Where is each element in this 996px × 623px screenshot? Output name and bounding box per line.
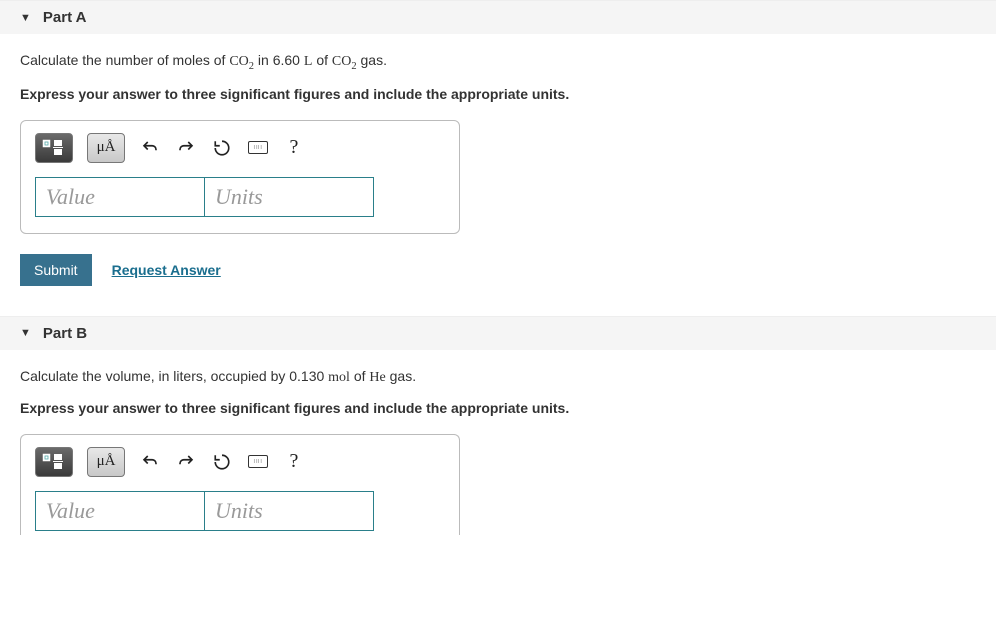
- collapse-caret-icon[interactable]: ▼: [20, 327, 31, 339]
- collapse-caret-icon[interactable]: ▼: [20, 12, 31, 24]
- request-answer-link[interactable]: Request Answer: [112, 262, 221, 278]
- question-text: Calculate the volume, in liters, occupie…: [20, 368, 976, 386]
- help-icon[interactable]: ?: [283, 451, 305, 473]
- instruction-text: Express your answer to three significant…: [20, 86, 976, 102]
- keyboard-icon[interactable]: ∷∷: [247, 137, 269, 159]
- reset-icon[interactable]: [211, 451, 233, 473]
- special-chars-button[interactable]: μÅ: [87, 133, 125, 163]
- question-prefix: Calculate the volume, in liters, occupie…: [20, 368, 328, 384]
- value-input[interactable]: [35, 491, 205, 531]
- answer-box: μÅ ∷∷ ?: [20, 434, 460, 535]
- part-b-header: ▼ Part B: [0, 316, 996, 350]
- redo-icon[interactable]: [175, 451, 197, 473]
- keyboard-icon[interactable]: ∷∷: [247, 451, 269, 473]
- instruction-text: Express your answer to three significant…: [20, 400, 976, 416]
- input-row: [35, 177, 445, 217]
- part-a-body: Calculate the number of moles of CO2 in …: [0, 34, 996, 316]
- formula-text: mol: [328, 370, 350, 385]
- toolbar: μÅ ∷∷ ?: [35, 447, 445, 477]
- special-chars-button[interactable]: μÅ: [87, 447, 125, 477]
- part-title: Part B: [43, 325, 87, 342]
- value-input[interactable]: [35, 177, 205, 217]
- unit-text: He: [369, 370, 385, 385]
- formula-text: CO2: [229, 54, 254, 69]
- help-icon[interactable]: ?: [283, 137, 305, 159]
- units-input[interactable]: [204, 491, 374, 531]
- redo-icon[interactable]: [175, 137, 197, 159]
- submit-button[interactable]: Submit: [20, 254, 92, 286]
- answer-box: μÅ ∷∷ ?: [20, 120, 460, 234]
- fraction-template-button[interactable]: [35, 447, 73, 477]
- undo-icon[interactable]: [139, 137, 161, 159]
- part-title: Part A: [43, 9, 87, 26]
- toolbar: μÅ ∷∷ ?: [35, 133, 445, 163]
- part-a-header: ▼ Part A: [0, 0, 996, 34]
- undo-icon[interactable]: [139, 451, 161, 473]
- question-text: Calculate the number of moles of CO2 in …: [20, 52, 976, 72]
- formula-text: CO2: [332, 54, 357, 69]
- submit-row: Submit Request Answer: [20, 254, 976, 286]
- question-prefix: Calculate the number of moles of: [20, 52, 229, 68]
- input-row: [35, 491, 445, 531]
- reset-icon[interactable]: [211, 137, 233, 159]
- part-b-body: Calculate the volume, in liters, occupie…: [0, 350, 996, 535]
- units-input[interactable]: [204, 177, 374, 217]
- fraction-template-button[interactable]: [35, 133, 73, 163]
